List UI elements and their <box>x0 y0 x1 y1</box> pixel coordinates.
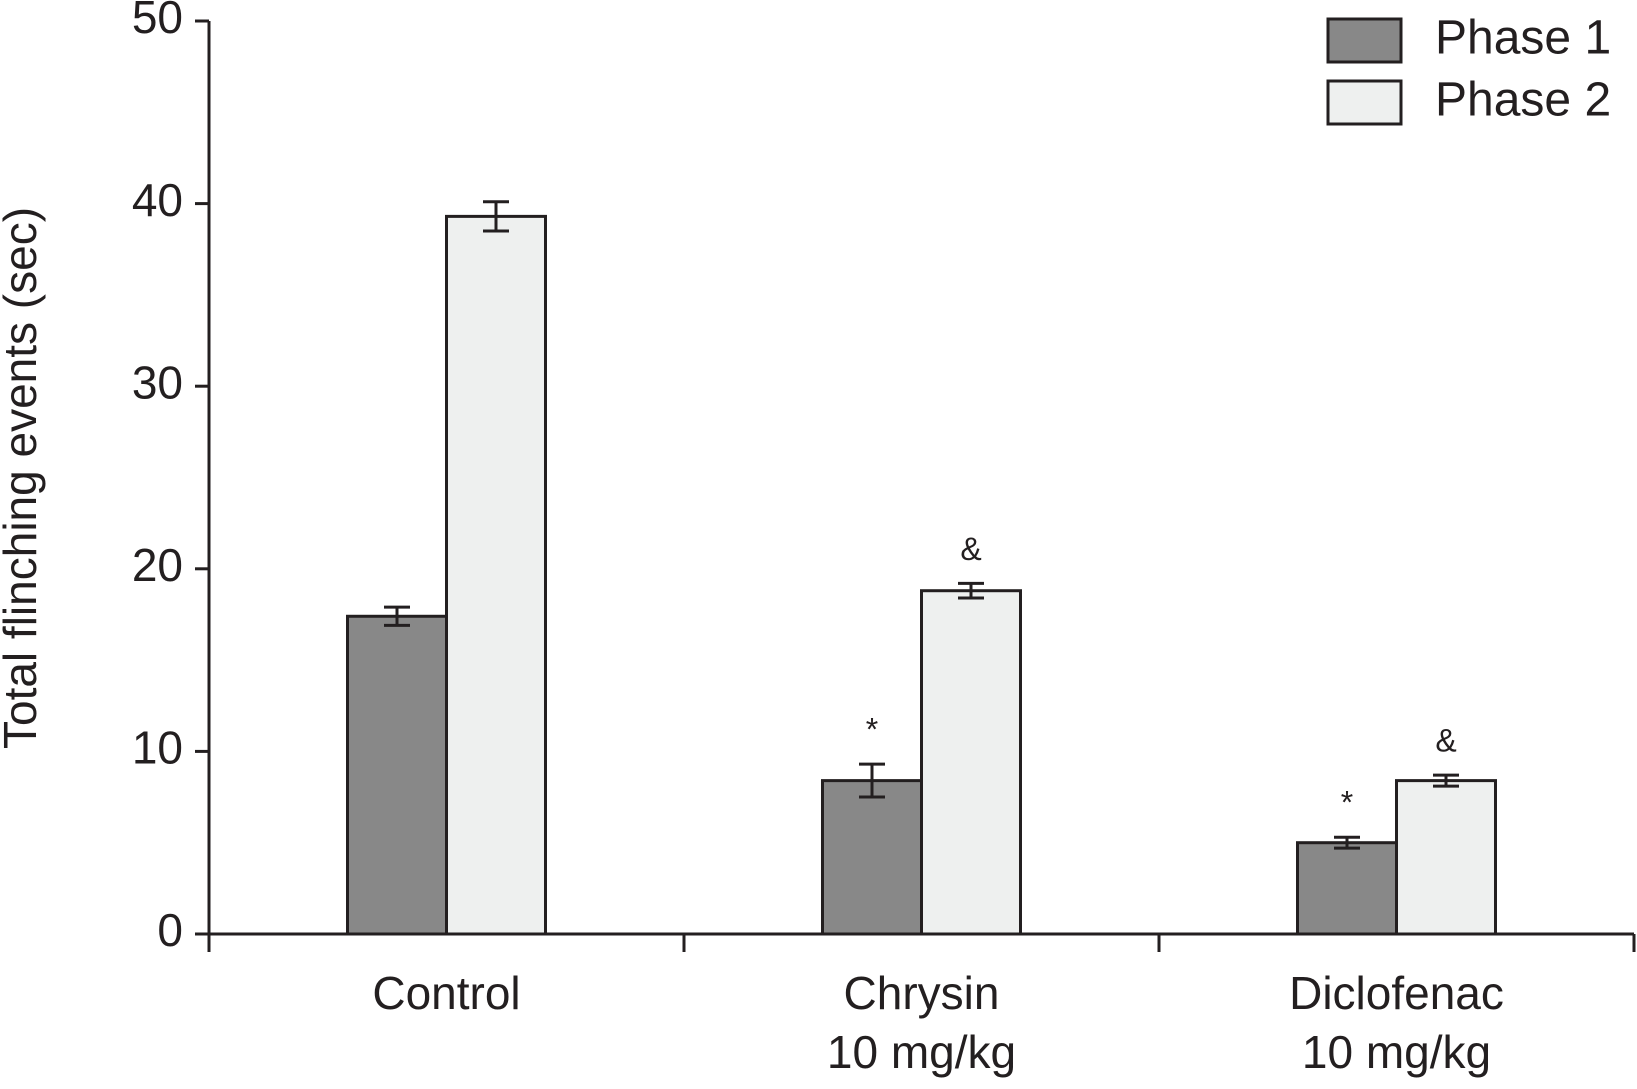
y-tick-label: 20 <box>132 539 183 591</box>
error-bar <box>958 581 984 600</box>
significance-marker: & <box>1435 723 1456 759</box>
error-bar <box>1334 835 1360 850</box>
x-tick-label: Control <box>372 967 520 1019</box>
y-tick-label: 40 <box>132 174 183 226</box>
error-bar <box>1433 773 1459 788</box>
bar <box>821 779 923 936</box>
error-bar <box>384 605 410 627</box>
legend-swatch <box>1326 17 1403 64</box>
error-bar <box>859 762 885 799</box>
bar <box>346 614 448 936</box>
legend-label: Phase 2 <box>1435 74 1611 127</box>
y-tick-label: 50 <box>132 0 183 43</box>
y-tick-label: 30 <box>132 356 183 408</box>
significance-marker: & <box>960 531 981 567</box>
bar <box>920 589 1022 936</box>
x-tick-label: Diclofenac <box>1289 967 1504 1019</box>
y-tick-label: 0 <box>157 904 183 956</box>
significance-marker: * <box>1341 785 1353 821</box>
x-tick-label: 10 mg/kg <box>827 1026 1016 1078</box>
legend-swatch <box>1326 79 1403 126</box>
significance-marker: * <box>866 712 878 748</box>
error-bar <box>483 200 509 233</box>
bar <box>1296 841 1398 936</box>
bar <box>445 214 547 936</box>
bar <box>1395 779 1497 936</box>
y-axis-label: Total flinching events (sec) <box>0 207 46 749</box>
y-tick-label: 10 <box>132 722 183 774</box>
legend-label: Phase 1 <box>1435 12 1611 65</box>
x-tick-label: Chrysin <box>844 967 1000 1019</box>
x-tick-label: 10 mg/kg <box>1302 1026 1491 1078</box>
